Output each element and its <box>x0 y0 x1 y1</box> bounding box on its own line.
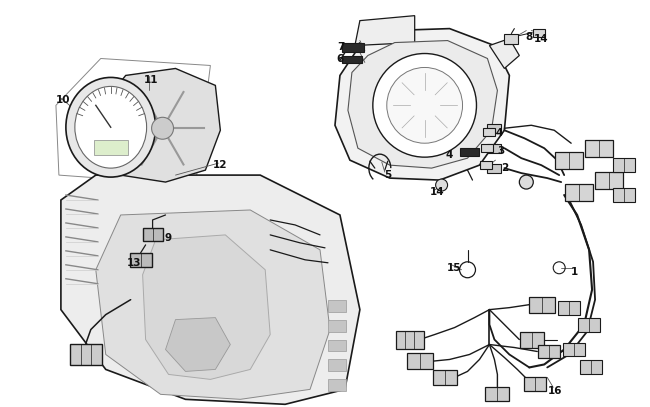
Bar <box>328 379 346 392</box>
Circle shape <box>387 68 463 143</box>
Text: 13: 13 <box>126 258 141 268</box>
Bar <box>328 339 346 352</box>
Text: 14: 14 <box>430 187 445 197</box>
Bar <box>70 344 102 365</box>
Bar <box>94 140 127 155</box>
Text: 8: 8 <box>526 32 533 42</box>
Bar <box>482 144 493 152</box>
Bar <box>486 387 510 401</box>
Bar <box>521 332 544 348</box>
Polygon shape <box>348 41 497 168</box>
Bar <box>460 148 480 156</box>
Bar <box>555 152 583 168</box>
Polygon shape <box>166 317 230 372</box>
Bar <box>595 172 623 188</box>
Bar <box>580 361 602 374</box>
Polygon shape <box>335 28 510 180</box>
Bar <box>342 55 362 63</box>
Text: 2: 2 <box>500 163 508 173</box>
Text: 3: 3 <box>498 146 505 156</box>
Circle shape <box>151 117 174 139</box>
Text: 15: 15 <box>447 263 462 273</box>
Bar <box>533 28 545 37</box>
Circle shape <box>519 175 533 189</box>
Bar <box>328 319 346 332</box>
Bar <box>566 184 593 201</box>
Bar <box>328 359 346 372</box>
Text: 5: 5 <box>384 170 391 180</box>
Text: 10: 10 <box>56 95 70 105</box>
Polygon shape <box>355 15 415 46</box>
Bar <box>342 43 364 52</box>
Bar <box>488 144 501 153</box>
Polygon shape <box>101 68 220 182</box>
Bar <box>484 128 495 136</box>
Bar <box>558 301 580 315</box>
Text: 9: 9 <box>165 233 172 243</box>
Text: 4: 4 <box>496 128 503 138</box>
Bar <box>480 161 493 169</box>
Bar <box>488 164 501 173</box>
Bar <box>563 343 585 357</box>
Text: 4: 4 <box>446 150 453 160</box>
Polygon shape <box>96 210 330 399</box>
Bar <box>129 253 151 267</box>
Text: 16: 16 <box>548 386 562 396</box>
Bar <box>433 370 456 385</box>
Bar <box>488 124 501 133</box>
Circle shape <box>373 53 476 157</box>
Bar <box>578 317 600 332</box>
Text: 6: 6 <box>336 55 344 64</box>
Bar <box>142 228 162 241</box>
Polygon shape <box>142 235 270 379</box>
Bar <box>396 330 424 348</box>
Circle shape <box>436 179 448 191</box>
Bar <box>328 300 346 312</box>
Ellipse shape <box>66 77 155 177</box>
Polygon shape <box>489 39 519 68</box>
Bar <box>613 158 635 172</box>
Bar <box>585 140 613 157</box>
Bar <box>525 377 546 392</box>
Text: 7: 7 <box>337 42 345 52</box>
Text: 12: 12 <box>213 160 228 170</box>
Bar <box>407 354 433 370</box>
Bar <box>504 34 518 44</box>
Text: 14: 14 <box>534 33 549 44</box>
Bar <box>529 297 555 313</box>
Ellipse shape <box>75 86 147 168</box>
Bar <box>613 188 635 202</box>
Bar <box>538 344 560 359</box>
Text: 1: 1 <box>571 267 578 277</box>
Polygon shape <box>61 175 360 404</box>
Text: 11: 11 <box>144 75 158 85</box>
